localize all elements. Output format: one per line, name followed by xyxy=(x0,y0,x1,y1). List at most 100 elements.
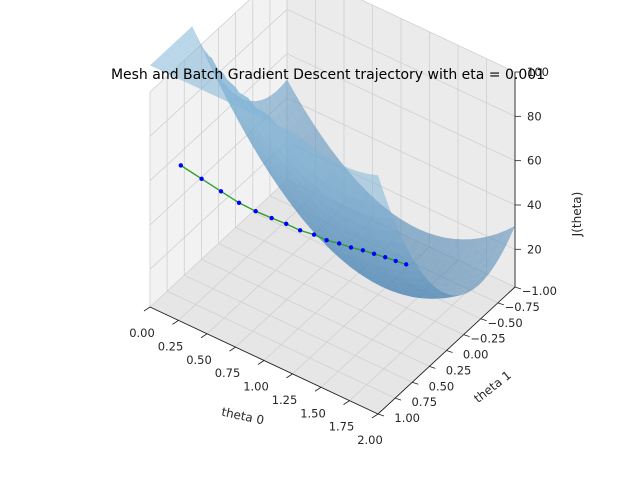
surface-patch xyxy=(339,256,354,269)
surface-patch xyxy=(381,230,396,243)
trajectory-point xyxy=(360,248,366,253)
surface-patch xyxy=(165,45,180,55)
surface-patch xyxy=(237,104,252,133)
surface-patch xyxy=(429,295,443,298)
surface-patch xyxy=(257,110,271,139)
surface-patch xyxy=(302,130,317,150)
surface-patch xyxy=(267,142,282,169)
y-tick-label: −0.75 xyxy=(505,300,540,314)
surface-patch xyxy=(437,293,452,297)
surface-patch xyxy=(285,101,300,123)
surface-patch xyxy=(171,41,186,50)
surface-patch xyxy=(425,297,440,299)
surface-patch xyxy=(334,249,349,263)
surface-patch xyxy=(306,177,321,200)
surface-patch xyxy=(239,117,254,144)
surface-patch xyxy=(200,62,215,72)
surface-patch xyxy=(343,256,357,269)
x-tick-label: 1.50 xyxy=(300,406,326,420)
x-tick-label: 1.00 xyxy=(243,380,269,394)
surface-patch xyxy=(290,131,305,154)
surface-patch xyxy=(443,286,458,292)
surface-patch xyxy=(278,170,293,194)
surface-patch xyxy=(422,232,437,246)
surface-patch xyxy=(181,31,196,41)
surface-patch xyxy=(299,135,314,161)
surface-patch xyxy=(321,217,336,236)
grid-line-y xyxy=(235,12,464,335)
surface-patch xyxy=(416,277,431,284)
surface-patch xyxy=(353,247,368,261)
surface-patch xyxy=(334,161,349,183)
surface-patch xyxy=(371,255,386,268)
surface-patch xyxy=(332,198,347,218)
surface-patch xyxy=(379,258,394,270)
surface-patch xyxy=(369,272,384,283)
surface-patch xyxy=(378,276,393,286)
surface-patch xyxy=(295,210,310,228)
y-tick-mark xyxy=(429,365,436,369)
x-tick-mark xyxy=(200,333,208,339)
surface-patch xyxy=(448,281,463,288)
surface-patch xyxy=(334,219,349,237)
surface-patch xyxy=(425,245,440,257)
surface-patch xyxy=(339,231,354,248)
surface-patch xyxy=(453,274,468,282)
surface-patch xyxy=(414,292,429,296)
surface-patch xyxy=(465,238,480,250)
surface-patch xyxy=(293,174,308,198)
surface-patch xyxy=(406,291,421,296)
surface-patch xyxy=(274,171,289,194)
surface-patch xyxy=(308,123,323,144)
surface-patch xyxy=(280,107,294,127)
surface-patch xyxy=(369,237,384,251)
surface-patch xyxy=(279,182,294,205)
surface-patch xyxy=(444,275,459,282)
surface-patch xyxy=(376,264,391,275)
surface-patch xyxy=(411,270,426,278)
surface-patch xyxy=(253,114,268,143)
surface-patch xyxy=(388,260,403,271)
surface-patch xyxy=(309,212,324,232)
surface-patch xyxy=(423,292,438,296)
surface-patch xyxy=(372,228,387,242)
surface-patch xyxy=(362,251,377,265)
surface-patch xyxy=(420,254,435,265)
surface-patch xyxy=(351,229,366,246)
surface-patch xyxy=(381,272,396,282)
surface-patch xyxy=(407,295,422,299)
z-tick-label: 80 xyxy=(527,109,542,123)
surface-patch xyxy=(336,235,350,252)
surface-patch xyxy=(241,125,256,151)
surface-patch xyxy=(423,264,438,274)
surface-patch xyxy=(395,219,410,234)
surface-patch xyxy=(439,296,454,299)
tick-labels: 0.000.250.500.751.001.251.501.752.00−1.0… xyxy=(129,65,557,447)
surface-patch xyxy=(197,53,212,63)
surface-patch xyxy=(353,197,368,215)
surface-patch xyxy=(388,287,403,294)
surface-patch xyxy=(458,266,473,276)
surface-patch xyxy=(321,167,336,189)
surface-patch xyxy=(250,140,265,165)
surface-patch xyxy=(276,180,291,203)
surface-patch xyxy=(160,50,175,60)
surface-patch xyxy=(385,287,400,294)
surface-patch xyxy=(399,293,414,298)
surface-patch xyxy=(172,63,187,73)
surface-patch xyxy=(234,103,249,132)
x-tick-mark xyxy=(286,373,293,379)
surface-patch xyxy=(204,71,219,81)
surface-patch xyxy=(383,250,398,262)
surface-patch xyxy=(404,283,419,289)
surface-patch xyxy=(274,133,289,160)
surface-patch xyxy=(464,285,479,293)
surface-patch xyxy=(362,200,377,218)
surface-patch xyxy=(376,217,391,232)
surface-patch xyxy=(297,169,312,193)
surface-patch xyxy=(404,224,419,239)
surface-patch xyxy=(183,54,198,64)
surface-patch xyxy=(342,165,357,186)
surface-patch xyxy=(408,238,422,251)
surface-patch xyxy=(209,66,224,76)
